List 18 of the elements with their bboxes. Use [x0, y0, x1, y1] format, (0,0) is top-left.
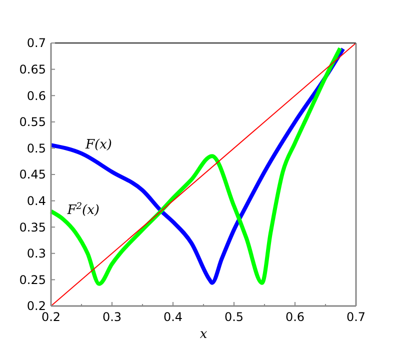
y-tick-label: 0.45: [19, 168, 46, 182]
x-tick-label: 0.5: [224, 310, 244, 324]
y-tick-label: 0.35: [19, 220, 46, 234]
series-label: F$^{2}$(x): [66, 202, 100, 218]
x-tick-label: 0.3: [102, 310, 122, 324]
y-tick-label: 0.3: [26, 246, 46, 261]
y-tick-label: 0.5: [26, 141, 46, 156]
y-tick-label: 0.7: [26, 36, 46, 50]
y-tick-label: 0.65: [19, 62, 46, 76]
y-tick-label: 0.4: [26, 194, 46, 208]
y-tick-label: 0.6: [26, 88, 46, 103]
y-tick-label: 0.55: [19, 115, 46, 130]
x-tick-label: 0.6: [285, 310, 305, 324]
x-axis-title: x: [200, 327, 208, 342]
y-tick-label: 0.25: [19, 272, 46, 287]
x-tick-label: 0.7: [346, 310, 366, 324]
series-label: F(x): [84, 137, 112, 152]
x-tick-label: 0.4: [163, 310, 183, 324]
